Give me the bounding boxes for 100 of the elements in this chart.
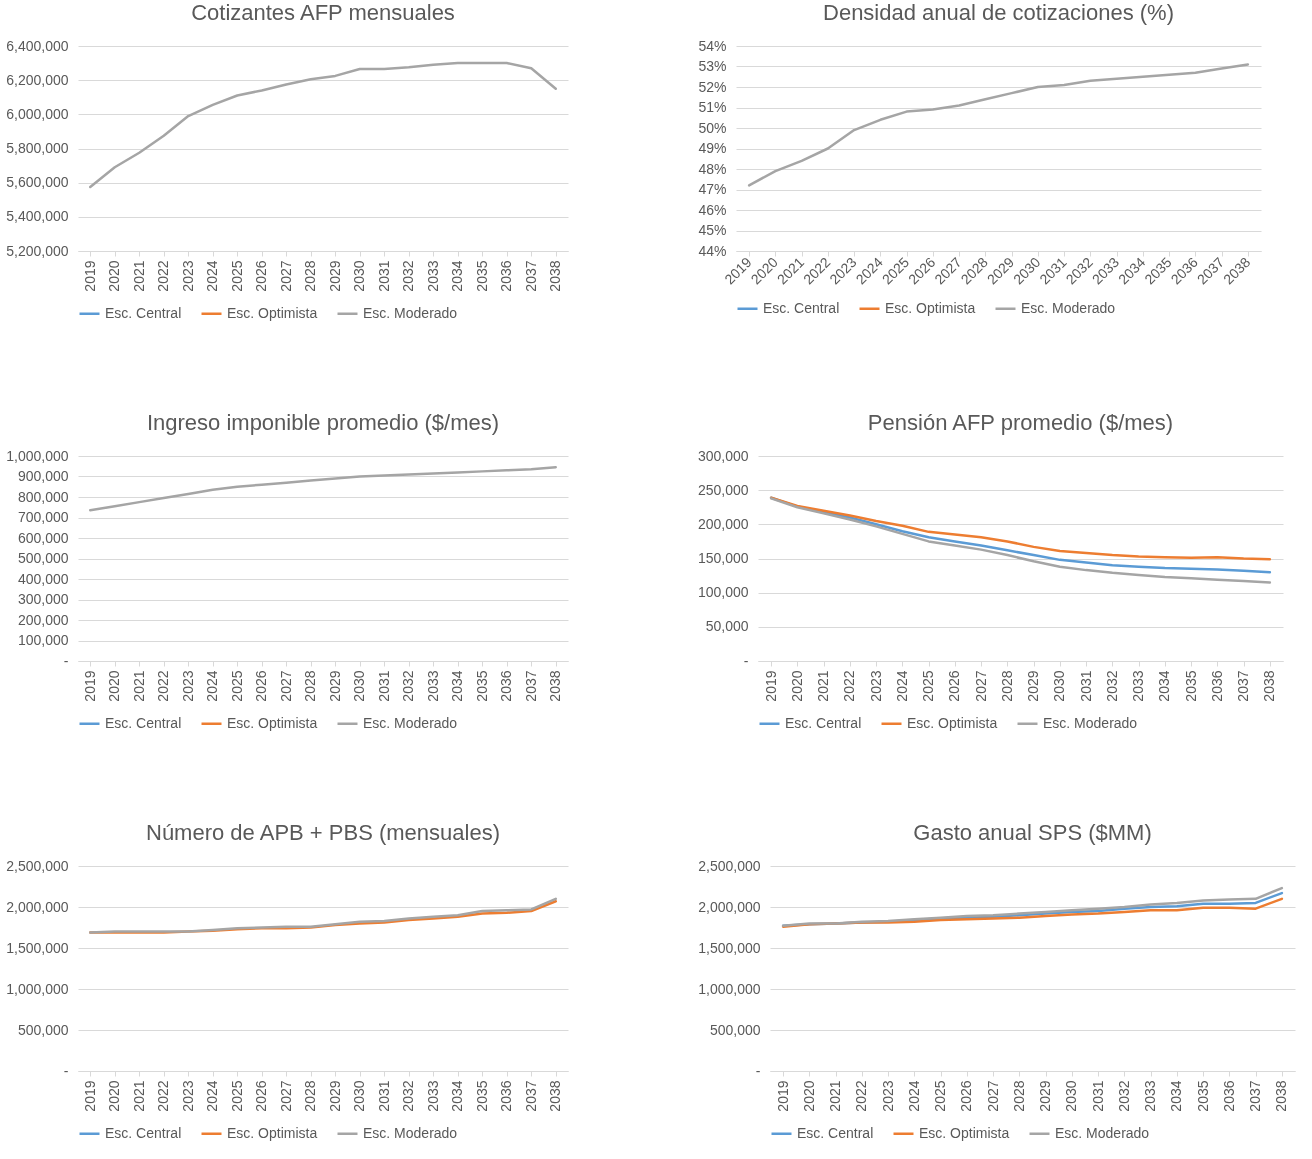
x-tick-label: 2022 [155,260,172,292]
y-tick-label: 47% [698,181,727,197]
y-tick-label: 6,400,000 [6,37,69,54]
x-tick-label: 2030 [351,1080,368,1112]
legend-label: Esc. Optimista [227,304,318,321]
legend-label: Esc. Moderado [363,1124,458,1141]
x-tick-label: 2029 [1037,1080,1054,1112]
x-tick-label: 2037 [522,260,539,292]
legend-label: Esc. Moderado [363,714,458,731]
x-tick-label: 2032 [400,670,417,702]
x-tick-label: 2025 [228,1080,245,1112]
x-tick-label: 2026 [253,1080,270,1112]
x-tick-label: 2032 [400,260,417,292]
y-tick-label: 300,000 [17,591,69,607]
legend-label: Esc. Optimista [227,714,318,731]
legend-label: Esc. Moderado [1021,299,1116,316]
y-tick-label: 50,000 [705,618,749,635]
x-tick-label: 2037 [522,1080,539,1112]
x-tick-label: 2026 [958,1080,975,1112]
y-tick-label: 2,000,000 [6,898,69,915]
y-tick-label: 250,000 [697,481,749,498]
x-tick-label: 2025 [228,260,245,292]
x-tick-label: 2029 [326,260,343,292]
x-tick-label: 2024 [204,1080,221,1112]
x-tick-label: 2030 [351,670,368,702]
x-tick-label: 2024 [905,1080,922,1112]
x-tick-label: 2032 [400,1080,417,1112]
x-tick-label: 2033 [424,260,441,292]
x-tick-label: 2037 [1247,1080,1264,1112]
legend-label: Esc. Central [105,304,182,321]
x-tick-label: 2035 [473,260,490,292]
legend-label: Esc. Optimista [227,1124,318,1141]
y-tick-label: 2,000,000 [698,898,761,915]
x-tick-label: 2027 [277,260,294,292]
y-tick-label: 500,000 [17,1021,69,1038]
x-tick-label: 2034 [1156,670,1173,702]
x-tick-label: 2030 [351,260,368,292]
x-tick-label: 2037 [522,670,539,702]
y-tick-label: 6,200,000 [6,71,69,88]
x-tick-label: 2034 [449,670,466,702]
x-tick-label: 2038 [1273,1080,1290,1112]
x-tick-label: 2029 [1025,670,1042,702]
x-tick-label: 2033 [1130,670,1147,702]
x-tick-label: 2031 [1077,670,1094,702]
chart-title: Ingreso imponible promedio ($/mes) [146,410,500,435]
x-tick-label: 2038 [547,1080,564,1112]
x-tick-label: 2024 [893,670,910,702]
legend-label: Esc. Central [763,299,840,316]
x-tick-label: 2019 [762,670,779,702]
x-tick-label: 2025 [228,670,245,702]
x-tick-label: 2036 [498,260,515,292]
x-tick-label: 2019 [774,1080,791,1112]
x-tick-label: 2028 [1010,1080,1027,1112]
legend-label: Esc. Moderado [1055,1124,1150,1141]
chart-title: Gasto anual SPS ($MM) [913,820,1152,845]
x-tick-label: 2021 [130,260,147,292]
x-tick-label: 2036 [498,670,515,702]
y-tick-label: 52% [698,78,727,95]
x-tick-label: 2031 [1089,1080,1106,1112]
x-tick-label: 2026 [253,670,270,702]
x-tick-label: 2023 [879,1080,896,1112]
y-tick-label: 1,000,000 [698,980,761,997]
chart-title: Pensión AFP promedio ($/mes) [867,410,1174,435]
y-tick-label: 800,000 [17,488,69,505]
chart-title: Densidad anual de cotizaciones (%) [823,0,1174,25]
y-tick-label: 2,500,000 [6,857,69,874]
y-tick-label: 500,000 [709,1021,761,1038]
x-tick-label: 2027 [984,1080,1001,1112]
y-tick-label: 5,600,000 [6,174,69,191]
y-tick-label: 200,000 [17,611,69,628]
x-tick-label: 2033 [424,670,441,702]
x-tick-label: 2021 [130,670,147,702]
legend-label: Esc. Central [105,1124,182,1141]
x-tick-label: 2032 [1115,1080,1132,1112]
x-tick-label: 2021 [130,1080,147,1112]
x-tick-label: 2028 [302,670,319,702]
x-tick-label: 2020 [788,670,805,702]
x-tick-label: 2023 [179,670,196,702]
y-tick-label: 53% [698,58,727,74]
y-tick-label: 51% [698,99,727,115]
x-tick-label: 2027 [277,1080,294,1112]
y-tick-label: 50% [698,119,727,136]
x-tick-label: 2034 [1168,1080,1185,1112]
x-tick-label: 2038 [547,670,564,702]
y-tick-label: 5,200,000 [6,242,69,259]
x-tick-label: 2022 [155,1080,172,1112]
x-tick-label: 2022 [155,670,172,702]
x-tick-label: 2021 [815,670,832,702]
y-tick-label: 5,400,000 [6,208,69,225]
y-tick-label: 1,500,000 [698,939,761,956]
y-tick-label: 150,000 [697,550,749,566]
x-tick-label: 2030 [1063,1080,1080,1112]
x-tick-label: 2021 [827,1080,844,1112]
x-tick-label: 2019 [81,260,98,292]
x-tick-label: 2025 [920,670,937,702]
x-tick-label: 2029 [326,670,343,702]
legend-label: Esc. Central [797,1124,874,1141]
y-tick-label: 1,000,000 [6,447,69,464]
y-tick-label: 44% [698,242,727,259]
y-tick-label: 1,500,000 [6,939,69,956]
